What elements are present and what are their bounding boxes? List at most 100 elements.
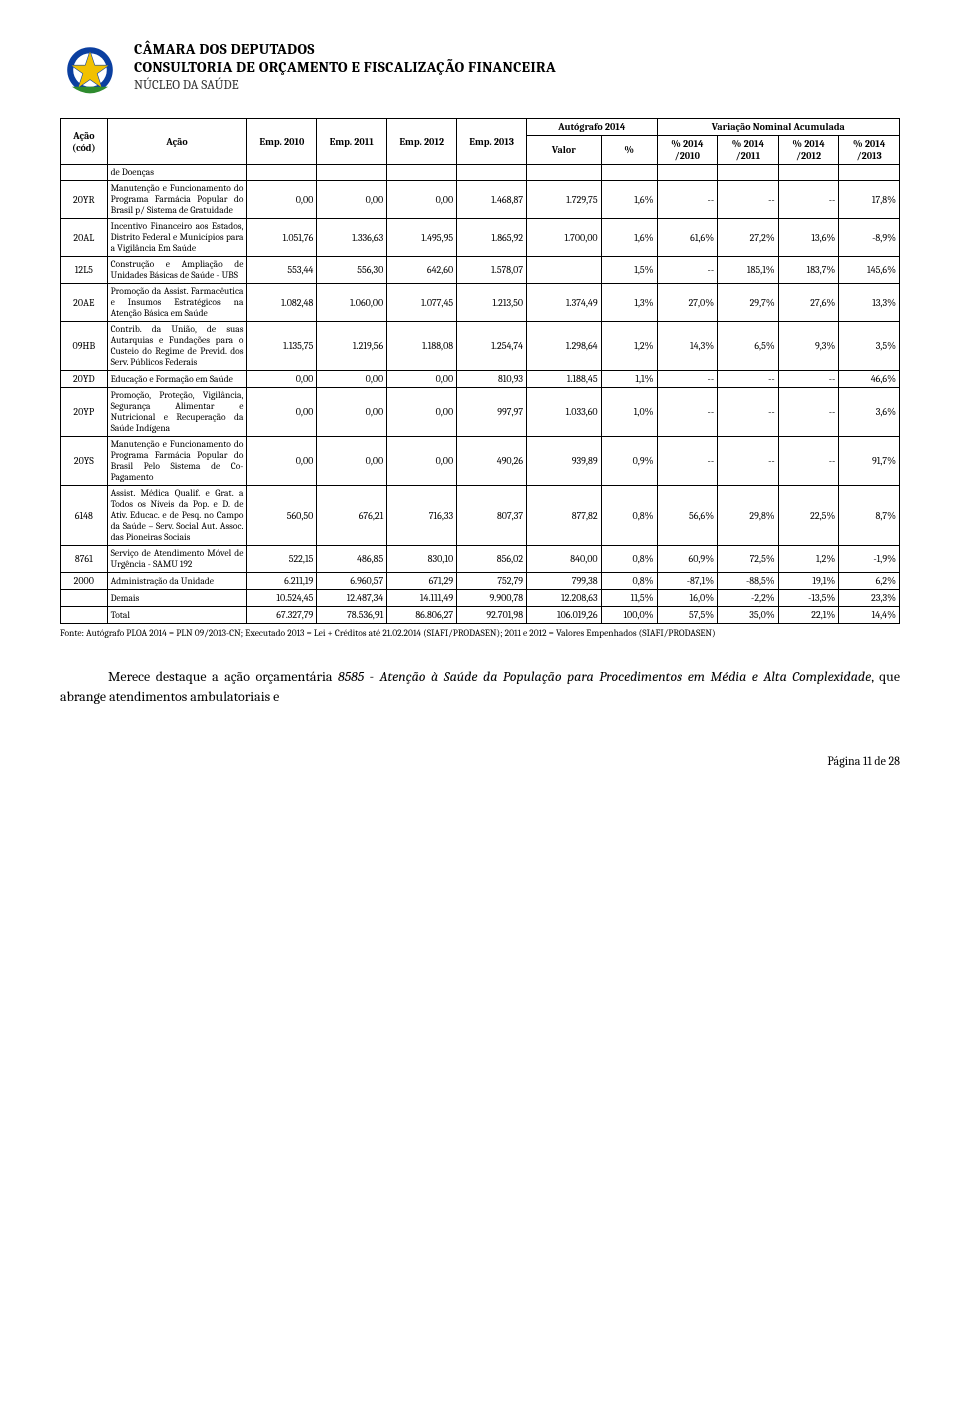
cell-emp2011: 1.219,56 <box>317 322 387 371</box>
cell-v2011: 27,2% <box>718 219 779 257</box>
cell-pct: 11,5% <box>601 590 657 607</box>
cell-emp2010 <box>247 165 317 181</box>
cell-emp2010: 10.524,45 <box>247 590 317 607</box>
cell-v2011: 35,0% <box>718 607 779 624</box>
header-line3: NÚCLEO DA SAÚDE <box>134 78 556 93</box>
cell-cod <box>61 590 108 607</box>
cell-v2012: -- <box>778 371 839 388</box>
cell-emp2011: 556,30 <box>317 257 387 284</box>
cell-emp2013 <box>457 165 527 181</box>
cell-emp2010: 0,00 <box>247 181 317 219</box>
cell-emp2013: 92.701,98 <box>457 607 527 624</box>
cell-acao-desc: Manutenção e Funcionamento do Programa F… <box>107 181 247 219</box>
cell-emp2013: 1.254,74 <box>457 322 527 371</box>
cell-valor: 1.188,45 <box>527 371 602 388</box>
header-line1: CÂMARA DOS DEPUTADOS <box>134 40 556 58</box>
cell-emp2010: 1.135,75 <box>247 322 317 371</box>
cell-emp2010: 0,00 <box>247 371 317 388</box>
cell-acao-desc: Manutenção e Funcionamento do Programa F… <box>107 437 247 486</box>
cell-acao-desc: Administração da Unidade <box>107 573 247 590</box>
cell-v2013: 3,5% <box>839 322 900 371</box>
cell-valor: 877,82 <box>527 486 602 546</box>
cell-cod: 12L5 <box>61 257 108 284</box>
cell-emp2013: 807,37 <box>457 486 527 546</box>
cell-v2010: 14,3% <box>657 322 718 371</box>
cell-emp2013: 1.213,50 <box>457 284 527 322</box>
cell-v2012: 22,5% <box>778 486 839 546</box>
table-row: 20YPPromoção, Proteção, Vigilância, Segu… <box>61 388 900 437</box>
table-row: 20YSManutenção e Funcionamento do Progra… <box>61 437 900 486</box>
th-v2010: % 2014 /2010 <box>657 136 718 165</box>
cell-v2011: 6,5% <box>718 322 779 371</box>
cell-emp2012: 14.111,49 <box>387 590 457 607</box>
cell-pct: 1,6% <box>601 181 657 219</box>
cell-valor <box>527 165 602 181</box>
cell-emp2011: 0,00 <box>317 181 387 219</box>
cell-v2011 <box>718 165 779 181</box>
cell-emp2012 <box>387 165 457 181</box>
cell-emp2012: 1.495,95 <box>387 219 457 257</box>
cell-v2010: 60,9% <box>657 546 718 573</box>
cell-emp2013: 997,97 <box>457 388 527 437</box>
cell-v2012: -- <box>778 181 839 219</box>
cell-acao-desc: Promoção da Assist. Farmacêutica e Insum… <box>107 284 247 322</box>
cell-pct: 0,8% <box>601 486 657 546</box>
cell-valor: 106.019,26 <box>527 607 602 624</box>
cell-emp2011: 676,21 <box>317 486 387 546</box>
cell-acao-desc: Educação e Formação em Saúde <box>107 371 247 388</box>
cell-valor: 1.033,60 <box>527 388 602 437</box>
table-row: 20YRManutenção e Funcionamento do Progra… <box>61 181 900 219</box>
table-row: 6148Assist. Médica Qualif. e Grat. a Tod… <box>61 486 900 546</box>
table-row: Total67.327,7978.536,9186.806,2792.701,9… <box>61 607 900 624</box>
cell-cod: 8761 <box>61 546 108 573</box>
th-valor: Valor <box>527 136 602 165</box>
cell-v2012: -- <box>778 388 839 437</box>
cell-emp2010: 1.082,48 <box>247 284 317 322</box>
para-lead: Merece destaque a ação orçamentária <box>108 668 338 685</box>
cell-emp2013: 490,26 <box>457 437 527 486</box>
cell-acao-desc: Incentivo Financeiro aos Estados, Distri… <box>107 219 247 257</box>
th-emp2011: Emp. 2011 <box>317 119 387 165</box>
cell-cod <box>61 607 108 624</box>
cell-v2011: -- <box>718 388 779 437</box>
cell-acao-desc: Construção e Ampliação de Unidades Básic… <box>107 257 247 284</box>
cell-acao-desc: Assist. Médica Qualif. e Grat. a Todos o… <box>107 486 247 546</box>
cell-v2010: -- <box>657 388 718 437</box>
cell-v2011: 29,7% <box>718 284 779 322</box>
cell-pct: 1,2% <box>601 322 657 371</box>
cell-acao-desc: Contrib. da União, de suas Autarquias e … <box>107 322 247 371</box>
th-v2013: % 2014 /2013 <box>839 136 900 165</box>
cell-v2010: -- <box>657 181 718 219</box>
cell-valor: 1.700,00 <box>527 219 602 257</box>
cell-v2011: 185,1% <box>718 257 779 284</box>
cell-v2012: 19,1% <box>778 573 839 590</box>
cell-emp2013: 810,93 <box>457 371 527 388</box>
cell-emp2012: 0,00 <box>387 437 457 486</box>
cell-cod <box>61 165 108 181</box>
cell-v2013: 14,4% <box>839 607 900 624</box>
cell-v2013: -8,9% <box>839 219 900 257</box>
cell-cod: 20YP <box>61 388 108 437</box>
cell-emp2012: 671,29 <box>387 573 457 590</box>
th-emp2012: Emp. 2012 <box>387 119 457 165</box>
cell-acao-desc: Serviço de Atendimento Móvel de Urgência… <box>107 546 247 573</box>
th-emp2010: Emp. 2010 <box>247 119 317 165</box>
cell-v2010: -- <box>657 437 718 486</box>
cell-emp2010: 560,50 <box>247 486 317 546</box>
body-paragraph: Merece destaque a ação orçamentária 8585… <box>60 667 900 706</box>
cell-emp2010: 67.327,79 <box>247 607 317 624</box>
cell-v2011: -- <box>718 437 779 486</box>
table-body: de Doenças20YRManutenção e Funcionamento… <box>61 165 900 624</box>
cell-valor: 799,38 <box>527 573 602 590</box>
cell-emp2012: 830,10 <box>387 546 457 573</box>
cell-cod: 09HB <box>61 322 108 371</box>
th-pct: % <box>601 136 657 165</box>
table-row: 20YDEducação e Formação em Saúde0,000,00… <box>61 371 900 388</box>
cell-emp2013: 1.865,92 <box>457 219 527 257</box>
cell-emp2011: 0,00 <box>317 437 387 486</box>
cell-pct: 1,0% <box>601 388 657 437</box>
cell-v2012: -- <box>778 437 839 486</box>
cell-v2013: 23,3% <box>839 590 900 607</box>
cell-v2013: -1,9% <box>839 546 900 573</box>
th-variacao: Variação Nominal Acumulada <box>657 119 899 136</box>
